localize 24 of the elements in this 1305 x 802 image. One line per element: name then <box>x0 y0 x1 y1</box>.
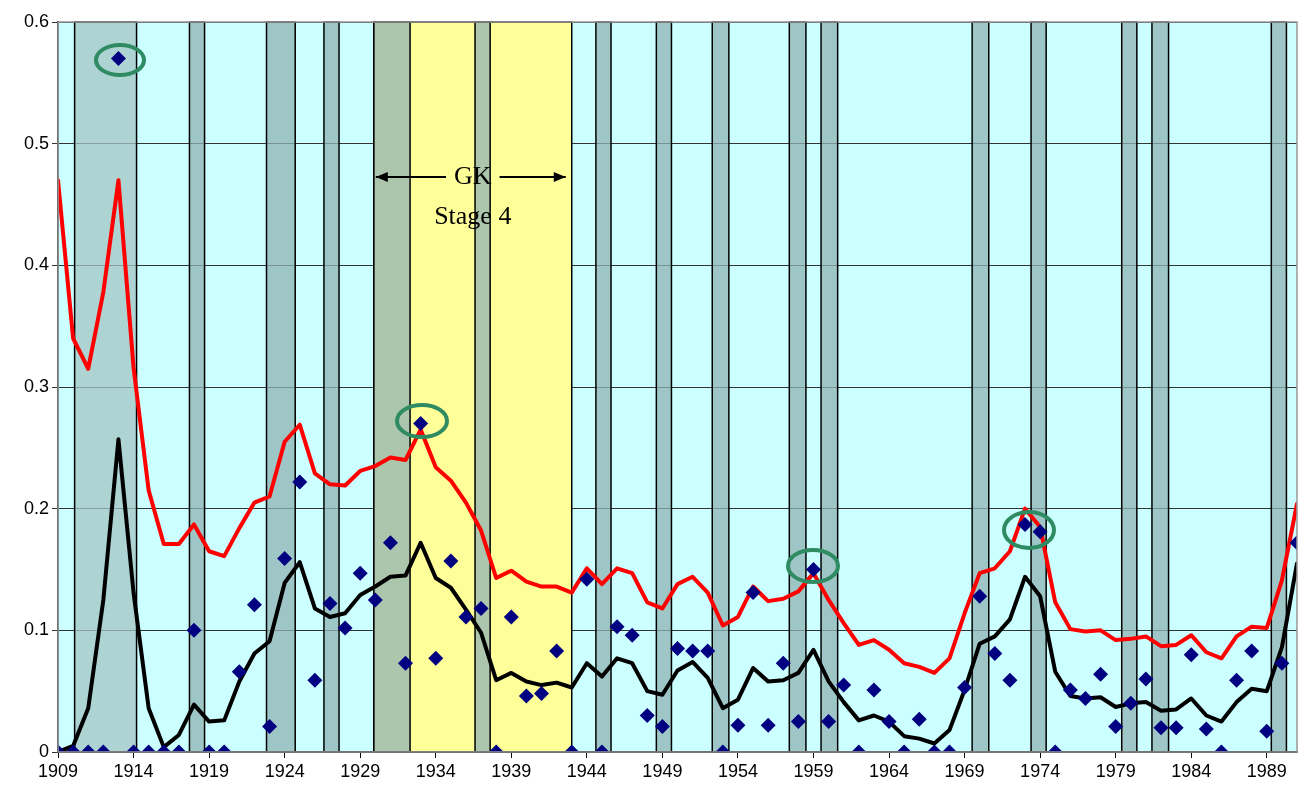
x-tick-label: 1954 <box>717 760 758 781</box>
x-tick-label: 1909 <box>37 760 79 781</box>
x-tick-label: 1914 <box>113 760 154 781</box>
x-tick-label: 1964 <box>869 760 910 781</box>
x-tick-label: 1944 <box>566 760 607 781</box>
x-tick-label: 1974 <box>1020 760 1061 781</box>
y-tick-label: 0.3 <box>23 375 49 396</box>
y-tick-label: 0.1 <box>23 619 49 640</box>
x-tick-label: 1929 <box>340 760 381 781</box>
x-tick-label: 1989 <box>1246 760 1287 781</box>
y-tick-label: 0.4 <box>23 254 49 275</box>
y-tick-label: 0 <box>38 740 49 761</box>
x-tick-label: 1919 <box>189 760 230 781</box>
y-tick-label: 0.6 <box>23 10 49 31</box>
y-tick-label: 0.2 <box>23 497 49 518</box>
x-tick-label: 1924 <box>264 760 305 781</box>
x-tick-label: 1939 <box>491 760 532 781</box>
x-tick-label: 1979 <box>1095 760 1136 781</box>
x-tick-label: 1949 <box>642 760 683 781</box>
x-tick-label: 1969 <box>944 760 985 781</box>
x-tick-label: 1984 <box>1171 760 1212 781</box>
x-tick-label: 1934 <box>415 760 456 781</box>
x-tick-label: 1959 <box>793 760 834 781</box>
y-tick-label: 0.5 <box>23 132 49 153</box>
